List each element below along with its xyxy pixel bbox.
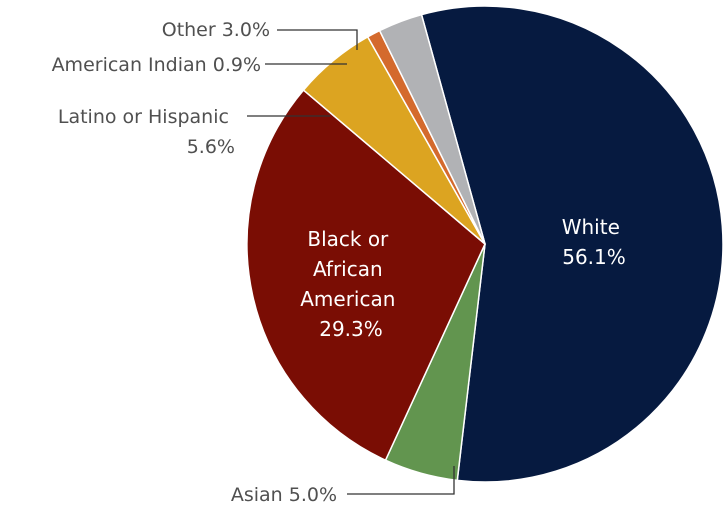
slice-label-black-african-american: Black or African American 29.3% xyxy=(300,227,402,341)
slice-label-asian: Asian 5.0% xyxy=(231,484,337,506)
slice-label-white: White 56.1% xyxy=(562,215,627,269)
slice-label-latino-hispanic: Latino or Hispanic 5.6% xyxy=(58,106,235,158)
leader-line-other xyxy=(277,29,358,50)
slice-label-other: Other 3.0% xyxy=(162,19,270,41)
slice-white xyxy=(420,5,724,483)
slice-label-american-indian: American Indian 0.9% xyxy=(52,54,261,76)
slice-black-or-african-american xyxy=(246,89,486,461)
leader-line-asian xyxy=(347,466,455,495)
pie-slices xyxy=(246,5,724,483)
slice-other xyxy=(378,13,486,245)
